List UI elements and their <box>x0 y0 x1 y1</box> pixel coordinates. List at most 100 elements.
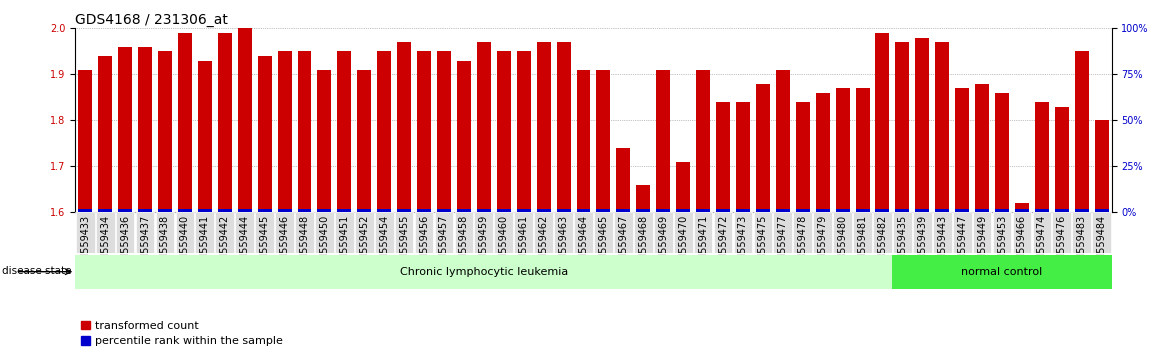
Text: GSM559433: GSM559433 <box>80 215 90 274</box>
FancyBboxPatch shape <box>514 212 533 253</box>
Text: GDS4168 / 231306_at: GDS4168 / 231306_at <box>75 13 228 27</box>
Text: GSM559441: GSM559441 <box>200 215 210 274</box>
FancyBboxPatch shape <box>196 212 214 253</box>
Bar <box>298 209 312 212</box>
Bar <box>298 51 312 212</box>
Text: GSM559451: GSM559451 <box>339 215 350 274</box>
Bar <box>955 88 969 212</box>
Bar <box>1035 209 1049 212</box>
Bar <box>79 209 93 212</box>
Bar <box>317 70 331 212</box>
Text: GSM559475: GSM559475 <box>757 215 768 274</box>
Bar <box>756 209 770 212</box>
Text: GSM559440: GSM559440 <box>179 215 190 274</box>
Bar <box>358 70 372 212</box>
Bar <box>1016 203 1029 212</box>
Bar <box>657 70 670 212</box>
Bar <box>936 209 950 212</box>
Bar <box>457 61 471 212</box>
Text: GSM559478: GSM559478 <box>798 215 808 274</box>
Bar <box>557 209 571 212</box>
Bar <box>1035 102 1049 212</box>
Bar <box>178 33 192 212</box>
Bar <box>198 61 212 212</box>
Text: GSM559442: GSM559442 <box>220 215 229 274</box>
FancyBboxPatch shape <box>475 212 493 253</box>
Bar <box>536 209 550 212</box>
FancyBboxPatch shape <box>215 212 234 253</box>
Text: GSM559474: GSM559474 <box>1036 215 1047 274</box>
Text: GSM559463: GSM559463 <box>558 215 569 274</box>
Bar <box>696 209 710 212</box>
Bar <box>1055 209 1069 212</box>
FancyBboxPatch shape <box>96 212 115 253</box>
FancyBboxPatch shape <box>813 212 833 253</box>
Bar <box>397 42 411 212</box>
Bar <box>975 84 989 212</box>
Text: GSM559480: GSM559480 <box>837 215 848 274</box>
Bar <box>557 42 571 212</box>
Text: GSM559469: GSM559469 <box>658 215 668 274</box>
FancyBboxPatch shape <box>135 212 154 253</box>
Text: GSM559482: GSM559482 <box>878 215 887 274</box>
FancyBboxPatch shape <box>375 212 394 253</box>
Text: GSM559447: GSM559447 <box>958 215 967 274</box>
Bar <box>895 209 909 212</box>
Bar <box>198 209 212 212</box>
FancyBboxPatch shape <box>1092 212 1111 253</box>
Bar <box>417 51 431 212</box>
FancyBboxPatch shape <box>76 212 95 253</box>
Bar <box>138 209 152 212</box>
Bar <box>736 209 750 212</box>
Bar <box>856 88 870 212</box>
Text: GSM559464: GSM559464 <box>579 215 588 274</box>
Bar <box>516 51 530 212</box>
Text: GSM559483: GSM559483 <box>1077 215 1087 274</box>
Text: GSM559450: GSM559450 <box>320 215 329 274</box>
FancyBboxPatch shape <box>873 212 892 253</box>
Bar <box>118 209 132 212</box>
FancyBboxPatch shape <box>893 212 911 253</box>
Bar <box>98 56 112 212</box>
Text: GSM559454: GSM559454 <box>379 215 389 274</box>
FancyBboxPatch shape <box>1012 212 1032 253</box>
FancyBboxPatch shape <box>176 212 195 253</box>
Bar <box>457 209 471 212</box>
Bar <box>417 209 431 212</box>
Bar <box>118 47 132 212</box>
Bar <box>975 209 989 212</box>
FancyBboxPatch shape <box>415 212 433 253</box>
Bar <box>237 28 251 212</box>
Bar <box>716 209 730 212</box>
FancyBboxPatch shape <box>834 212 852 253</box>
FancyBboxPatch shape <box>733 212 753 253</box>
Bar <box>378 209 391 212</box>
FancyBboxPatch shape <box>913 212 932 253</box>
Bar <box>637 209 651 212</box>
FancyBboxPatch shape <box>973 212 991 253</box>
Text: GSM559471: GSM559471 <box>698 215 708 274</box>
Bar <box>1075 51 1089 212</box>
Text: GSM559476: GSM559476 <box>1057 215 1067 274</box>
FancyBboxPatch shape <box>335 212 353 253</box>
Bar <box>98 209 112 212</box>
Text: GSM559479: GSM559479 <box>818 215 828 274</box>
Text: GSM559436: GSM559436 <box>120 215 130 274</box>
Bar <box>437 209 450 212</box>
FancyBboxPatch shape <box>255 212 274 253</box>
Text: GSM559460: GSM559460 <box>499 215 508 274</box>
FancyBboxPatch shape <box>933 212 952 253</box>
Text: GSM559466: GSM559466 <box>1017 215 1027 274</box>
Bar <box>596 209 610 212</box>
Bar <box>237 209 251 212</box>
Bar <box>1055 107 1069 212</box>
FancyBboxPatch shape <box>853 212 872 253</box>
FancyBboxPatch shape <box>694 212 712 253</box>
FancyBboxPatch shape <box>754 212 772 253</box>
Bar <box>676 209 690 212</box>
Text: GSM559459: GSM559459 <box>479 215 489 274</box>
Bar <box>596 70 610 212</box>
Bar <box>736 102 750 212</box>
Bar <box>696 70 710 212</box>
Bar <box>75 255 893 289</box>
